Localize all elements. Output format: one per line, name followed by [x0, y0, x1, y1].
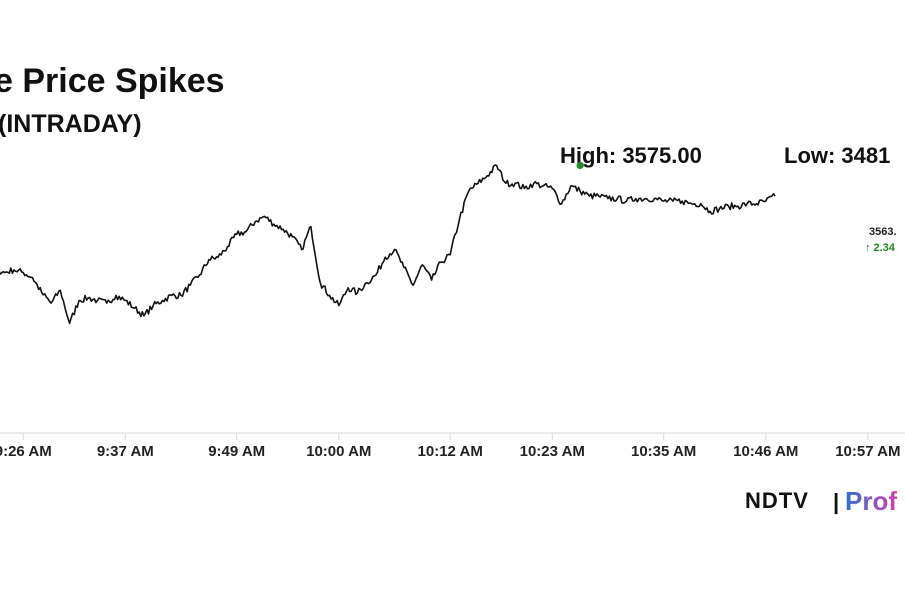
change-arrow: ↑ — [865, 242, 871, 254]
brand-logo: NDTV | Prof — [745, 486, 897, 516]
high-label: High: 3575.00 — [560, 143, 702, 168]
x-tick-label: 9:26 AM — [0, 443, 52, 460]
x-tick-label: 9:37 AM — [97, 443, 154, 460]
chart-title: e Price Spikes — [0, 62, 225, 100]
x-tick-label: 10:46 AM — [733, 443, 798, 460]
last-price-label: 3563. — [869, 226, 897, 238]
x-tick-label: 10:35 AM — [631, 443, 696, 460]
x-tick-label: 10:57 AM — [835, 443, 900, 460]
x-tick-label: 10:12 AM — [418, 443, 483, 460]
chart-subtitle: (INTRADAY) — [0, 110, 142, 138]
brand-separator: | — [833, 489, 840, 514]
high-marker — [576, 161, 584, 170]
brand-profit: Prof — [845, 486, 897, 516]
x-tick-label: 10:23 AM — [520, 443, 585, 460]
price-series-line — [0, 164, 776, 325]
x-tick-label: 9:49 AM — [208, 443, 265, 460]
x-tick-label: 10:00 AM — [306, 443, 371, 460]
change-label: ↑ 2.34 — [865, 242, 896, 254]
low-label: Low: 3481 — [784, 143, 890, 168]
change-value: 2.34 — [874, 242, 896, 254]
x-axis-ticks: 9:26 AM 9:37 AM 9:49 AM 10:00 AM 10:12 AM 10:… — [0, 433, 901, 460]
brand-ndtv: NDTV — [745, 488, 809, 513]
